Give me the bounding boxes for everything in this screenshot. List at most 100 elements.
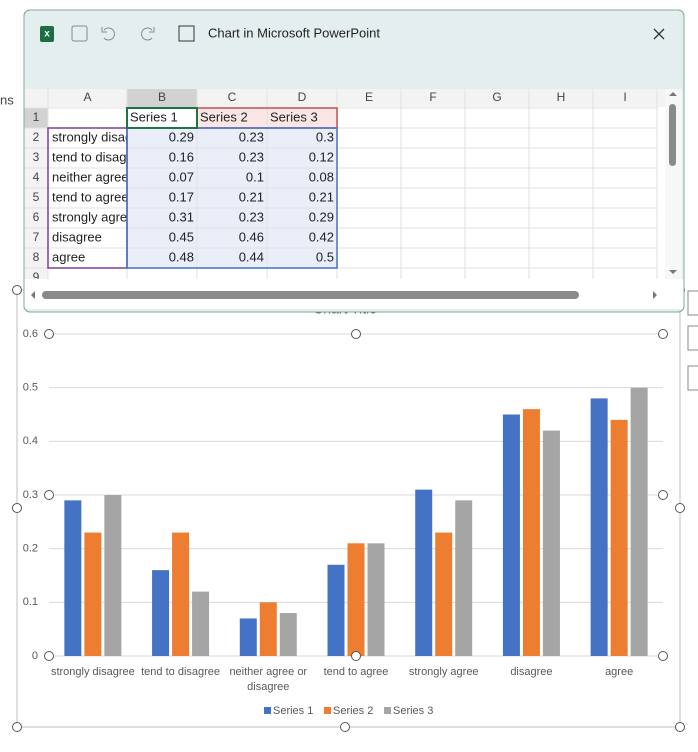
selection-handle[interactable] <box>12 722 22 732</box>
row-header: 3 <box>33 150 40 164</box>
y-tick-label: 0.1 <box>23 596 38 608</box>
edit-data-icon[interactable] <box>178 25 195 42</box>
value-cell[interactable]: 0.31 <box>169 209 194 224</box>
row-header: 1 <box>33 110 40 124</box>
selection-handle[interactable] <box>340 722 350 732</box>
selection-handle[interactable] <box>44 490 54 500</box>
scroll-down[interactable] <box>669 270 677 274</box>
value-cell[interactable]: 0.08 <box>309 169 334 184</box>
bar <box>455 500 473 656</box>
selection-handle[interactable] <box>351 329 361 339</box>
scroll-left[interactable] <box>31 291 35 299</box>
row-header: 6 <box>33 210 40 224</box>
y-tick-label: 0.6 <box>23 328 38 340</box>
value-cell[interactable]: 0.07 <box>169 169 194 184</box>
active-cell <box>126 107 198 129</box>
value-cell[interactable]: 0.29 <box>309 209 334 224</box>
category-cell[interactable]: tend to agree <box>52 189 129 204</box>
close-button[interactable] <box>653 28 665 40</box>
bar <box>502 414 520 656</box>
value-cell[interactable]: 0.48 <box>169 249 194 264</box>
scroll-right[interactable] <box>653 291 657 299</box>
value-cell[interactable]: 0.21 <box>239 189 264 204</box>
value-cell[interactable]: 0.1 <box>246 169 264 184</box>
window-outline <box>23 9 685 313</box>
selection-handle[interactable] <box>12 285 22 295</box>
x-tick-label: disagree <box>510 666 552 678</box>
selection-handle[interactable] <box>675 503 685 513</box>
column-header: F <box>429 90 436 104</box>
column-header: B <box>158 90 166 104</box>
legend-label[interactable]: Series 3 <box>393 705 433 717</box>
redo-icon[interactable] <box>141 27 155 41</box>
y-tick-label: 0.3 <box>23 489 38 501</box>
row-header: 9 <box>33 270 40 284</box>
selection-handle[interactable] <box>658 651 668 661</box>
column-header: C <box>228 90 237 104</box>
series-header-cell[interactable]: Series 1 <box>130 109 178 124</box>
legend-label[interactable]: Series 1 <box>273 705 313 717</box>
undo-icon[interactable] <box>101 27 115 41</box>
category-cell[interactable]: strongly disagree <box>52 129 151 144</box>
value-cell[interactable]: 0.46 <box>239 229 264 244</box>
value-cell[interactable]: 0.42 <box>309 229 334 244</box>
series-header-cell[interactable]: Series 2 <box>200 109 248 124</box>
value-cell[interactable]: 0.23 <box>239 129 264 144</box>
value-cell[interactable]: 0.23 <box>239 209 264 224</box>
x-tick-label: neither agree or disagree <box>229 666 307 693</box>
legend-label[interactable]: Series 2 <box>333 705 373 717</box>
legend-swatch <box>324 707 331 714</box>
bar <box>64 500 82 656</box>
save-icon[interactable] <box>71 25 88 42</box>
row-header: 7 <box>33 230 40 244</box>
row-header: 2 <box>33 130 40 144</box>
horizontal-thumb[interactable] <box>42 291 579 299</box>
x-tick-label: tend to agree <box>324 666 389 678</box>
category-cell[interactable]: neither agree or disagree <box>52 169 197 184</box>
value-cell[interactable]: 0.3 <box>316 129 334 144</box>
value-cell[interactable]: 0.44 <box>239 249 264 264</box>
excel-icon[interactable] <box>40 26 54 42</box>
selection-handle[interactable] <box>12 503 22 513</box>
selection-handle[interactable] <box>675 722 685 732</box>
series-header-cell[interactable]: Series 3 <box>270 109 318 124</box>
bar <box>192 591 210 656</box>
category-cell[interactable]: strongly agree <box>52 209 134 224</box>
x-tick-label: tend to disagree <box>141 666 220 678</box>
chart-side-button[interactable] <box>687 365 698 391</box>
value-cell[interactable]: 0.29 <box>169 129 194 144</box>
row-header: 8 <box>33 250 40 264</box>
column-header-selected <box>127 89 197 107</box>
selection-handle[interactable] <box>44 329 54 339</box>
vertical-thumb[interactable] <box>669 104 676 166</box>
column-header: H <box>557 90 566 104</box>
value-cell[interactable]: 0.12 <box>309 149 334 164</box>
selection-handle[interactable] <box>44 651 54 661</box>
scroll-up[interactable] <box>669 92 677 96</box>
bar <box>415 489 433 656</box>
value-cell[interactable]: 0.23 <box>239 149 264 164</box>
value-cell[interactable]: 0.5 <box>316 249 334 264</box>
row-header-selected <box>24 108 48 128</box>
category-cell[interactable]: disagree <box>52 229 102 244</box>
excel-icon-glyph: x <box>44 29 50 40</box>
values-range-border <box>126 127 338 269</box>
bar <box>152 570 170 656</box>
chart-side-button[interactable] <box>687 325 698 351</box>
bar <box>172 532 190 656</box>
value-cell[interactable]: 0.17 <box>169 189 194 204</box>
selection-handle[interactable] <box>658 490 668 500</box>
selection-handle[interactable] <box>351 651 361 661</box>
row-header-bar <box>24 107 48 279</box>
bar <box>347 543 365 656</box>
value-cell[interactable]: 0.45 <box>169 229 194 244</box>
chart-side-button[interactable] <box>687 290 698 316</box>
bar <box>610 419 628 656</box>
value-cell[interactable]: 0.16 <box>169 149 194 164</box>
category-cell[interactable]: agree <box>52 249 85 264</box>
category-cell[interactable]: tend to disagree <box>52 149 145 164</box>
value-cell[interactable]: 0.21 <box>309 189 334 204</box>
selection-handle[interactable] <box>658 329 668 339</box>
bar <box>590 398 608 656</box>
